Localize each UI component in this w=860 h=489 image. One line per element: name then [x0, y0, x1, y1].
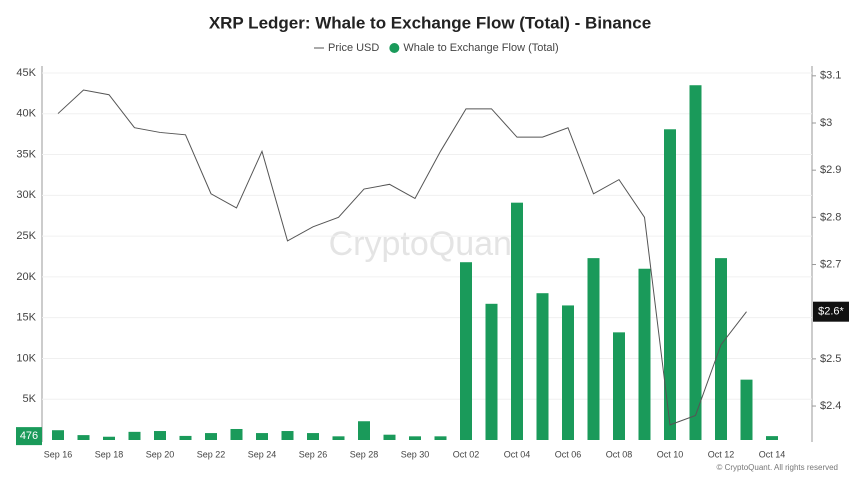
y-tick-label: 40K: [16, 108, 36, 120]
bar: [256, 433, 268, 440]
price-line: [57, 89, 747, 426]
bar: [307, 433, 319, 440]
bar: [613, 332, 625, 440]
x-tick-label: Sep 22: [197, 449, 226, 459]
x-tick-label: Oct 04: [504, 449, 531, 459]
bar: [766, 436, 778, 440]
bar: [52, 430, 64, 440]
y2-tick-label: $2.9: [820, 164, 841, 176]
current-y2-label: $2.6*: [818, 306, 844, 318]
bar: [332, 436, 345, 440]
legend-swatch: [389, 43, 400, 53]
current-y-badge: [16, 427, 42, 446]
bar: [281, 431, 294, 440]
x-tick-label: Sep 24: [248, 449, 277, 459]
bar: [664, 129, 676, 441]
bar: [587, 258, 600, 440]
chart-title: XRP Ledger: Whale to Exchange Flow (Tota…: [209, 13, 651, 32]
legend-label: Price USD: [328, 42, 379, 54]
x-tick-label: Sep 20: [146, 449, 175, 459]
bar: [740, 379, 753, 440]
y-tick-label: 35K: [16, 148, 36, 160]
y2-tick-label: $3: [820, 117, 832, 129]
bar: [205, 433, 217, 440]
bar: [77, 435, 90, 440]
bar: [103, 436, 115, 440]
y2-tick-label: $2.5: [820, 353, 841, 365]
bar: [128, 431, 141, 440]
bar: [383, 434, 396, 440]
y2-tick-label: $3.1: [820, 70, 841, 82]
y-tick-label: 5K: [23, 393, 37, 405]
bar: [562, 305, 574, 440]
bar: [434, 436, 447, 440]
legend-label: Whale to Exchange Flow (Total): [403, 42, 558, 54]
y2-tick-label: $2.4: [820, 400, 841, 412]
x-tick-label: Sep 28: [350, 449, 379, 459]
y-tick-label: 15K: [16, 312, 36, 324]
x-tick-label: Oct 14: [759, 449, 786, 459]
bar: [154, 431, 166, 440]
bar: [715, 258, 727, 440]
bar: [638, 268, 651, 440]
x-tick-label: Oct 06: [555, 449, 582, 459]
y-tick-label: 20K: [16, 271, 36, 283]
y-tick-label: 25K: [16, 230, 36, 242]
current-y-label: 476: [20, 430, 38, 442]
x-tick-label: Oct 02: [453, 449, 480, 459]
y-tick-label: 45K: [16, 67, 36, 79]
x-tick-label: Sep 26: [299, 449, 328, 459]
bar: [536, 293, 549, 440]
bar: [460, 262, 472, 440]
x-tick-label: Oct 08: [606, 449, 633, 459]
y-tick-label: 10K: [16, 352, 36, 364]
x-tick-label: Sep 18: [95, 449, 124, 459]
y-tick-label: 30K: [16, 189, 36, 201]
x-tick-label: Oct 10: [657, 449, 684, 459]
bar: [179, 435, 192, 440]
current-y2-badge: [813, 301, 849, 322]
bar: [409, 436, 421, 440]
bar: [511, 202, 523, 440]
bar: [358, 421, 370, 440]
y2-tick-label: $2.7: [820, 258, 841, 270]
bar: [689, 85, 702, 440]
y2-tick-label: $2.8: [820, 211, 841, 223]
credit: © CryptoQuant. All rights reserved: [717, 463, 839, 472]
x-tick-label: Sep 30: [401, 449, 430, 459]
bar: [485, 303, 498, 440]
watermark: CryptoQuant: [329, 225, 522, 263]
x-tick-label: Oct 12: [708, 449, 735, 459]
x-tick-label: Sep 16: [44, 449, 73, 459]
bar: [230, 428, 243, 440]
